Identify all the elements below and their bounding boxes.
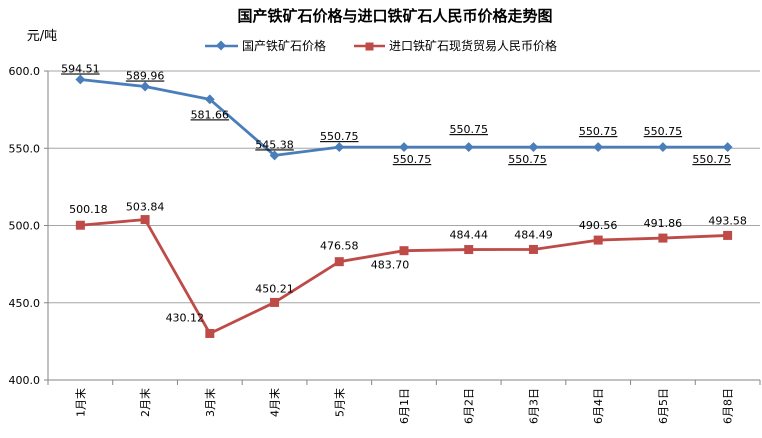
data-label: 550.75 — [449, 123, 488, 136]
x-tick-label: 6月4日 — [592, 388, 605, 424]
data-label: 550.75 — [320, 130, 359, 143]
legend-label-domestic: 国产铁矿石价格 — [242, 38, 326, 53]
data-point — [528, 244, 538, 254]
legend: 国产铁矿石价格 进口铁矿石现货贸易人民币价格 — [205, 38, 557, 53]
x-tick-label: 6月5日 — [657, 388, 670, 424]
data-point — [334, 257, 344, 267]
data-label: 483.70 — [371, 259, 410, 272]
legend-item-domestic: 国产铁矿石价格 — [205, 38, 326, 53]
data-point — [75, 220, 85, 230]
data-point — [722, 142, 733, 153]
data-point — [75, 74, 86, 85]
data-label: 545.38 — [255, 138, 294, 151]
data-point — [463, 142, 474, 153]
data-label: 550.75 — [644, 125, 683, 138]
data-label: 589.96 — [126, 70, 165, 83]
data-point — [399, 246, 409, 256]
y-tick-label: 600.0 — [9, 65, 41, 78]
data-label: 493.58 — [708, 214, 747, 227]
data-label: 476.58 — [320, 240, 359, 253]
legend-item-import: 进口铁矿石现货贸易人民币价格 — [354, 38, 557, 53]
x-tick-label: 2月末 — [138, 388, 152, 417]
data-point — [464, 245, 474, 255]
data-point — [270, 297, 280, 307]
data-label: 594.51 — [61, 62, 100, 75]
data-label: 430.12 — [166, 311, 205, 324]
series — [75, 74, 733, 338]
data-label: 484.49 — [514, 228, 553, 241]
x-tick-label: 5月末 — [332, 388, 346, 417]
data-label: 491.86 — [644, 217, 683, 230]
x-tick-label: 6月2日 — [463, 388, 476, 424]
data-point — [657, 142, 668, 153]
y-tick-labels: 400.0 450.0 500.0 550.0 600.0 — [9, 65, 41, 387]
data-label: 490.56 — [579, 219, 618, 232]
x-tick-label: 3月末 — [203, 388, 217, 417]
data-point — [205, 328, 215, 338]
data-point — [140, 81, 151, 92]
data-point — [269, 150, 280, 161]
data-label: 450.21 — [255, 282, 294, 295]
data-point — [593, 235, 603, 245]
data-label: 550.75 — [579, 125, 618, 138]
y-tick-label: 550.0 — [9, 142, 41, 155]
data-label: 550.75 — [393, 153, 432, 166]
data-point — [593, 142, 604, 153]
data-point — [658, 233, 668, 243]
data-label: 484.44 — [449, 229, 488, 242]
x-tick-label: 6月1日 — [398, 388, 411, 424]
data-point — [528, 142, 539, 153]
data-labels: 594.51 589.96 581.66 545.38 550.75 550.75 550.… — [61, 62, 747, 324]
axes — [44, 70, 761, 385]
data-label: 550.75 — [508, 153, 547, 166]
data-label: 503.84 — [126, 201, 165, 214]
chart-title: 国产铁矿石价格与进口铁矿石人民币价格走势图 — [237, 7, 552, 25]
data-point — [399, 142, 409, 153]
data-point — [723, 230, 733, 240]
x-tick-label: 6月3日 — [527, 388, 540, 424]
data-point — [204, 94, 215, 105]
data-label: 581.66 — [191, 108, 230, 121]
y-tick-label: 500.0 — [9, 220, 41, 233]
data-point — [140, 215, 150, 225]
y-tick-label: 450.0 — [9, 297, 41, 310]
data-point — [334, 142, 345, 153]
data-label: 550.75 — [692, 153, 731, 166]
y-axis-unit: 元/吨 — [27, 29, 57, 44]
data-label: 500.18 — [69, 203, 108, 216]
y-tick-label: 400.0 — [9, 374, 41, 387]
x-tick-label: 4月末 — [268, 388, 282, 417]
x-tick-labels: 1月末 2月末 3月末 4月末 5月末 6月1日 6月2日 6月3日 6月4日 6月5日 6月8日 — [73, 388, 734, 424]
legend-label-import: 进口铁矿石现货贸易人民币价格 — [389, 38, 557, 53]
x-tick-label: 6月8日 — [722, 388, 735, 424]
x-tick-label: 1月末 — [73, 388, 87, 417]
